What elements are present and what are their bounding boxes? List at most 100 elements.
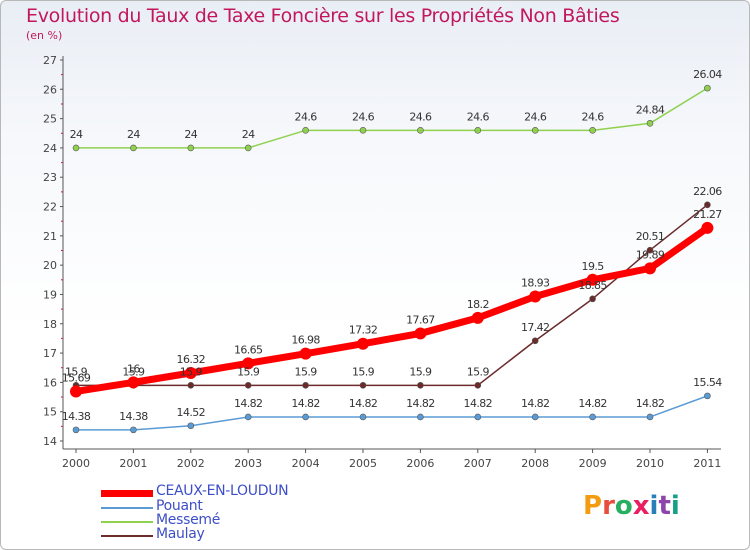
logo-letter: x bbox=[632, 491, 650, 521]
data-point bbox=[701, 221, 714, 234]
data-label: 16.65 bbox=[234, 343, 263, 356]
y-tick-label: 16 bbox=[43, 376, 57, 389]
data-label: 15.69 bbox=[62, 371, 91, 384]
y-tick-label: 23 bbox=[43, 171, 57, 184]
data-point bbox=[529, 290, 542, 303]
y-tick-label: 17 bbox=[43, 347, 57, 360]
data-point bbox=[417, 382, 424, 389]
data-point bbox=[302, 413, 309, 421]
data-point bbox=[70, 385, 82, 398]
y-tick-label: 24 bbox=[43, 142, 57, 155]
logo-letter: i bbox=[649, 491, 659, 521]
data-label: 24.6 bbox=[524, 110, 547, 123]
data-point bbox=[471, 311, 484, 324]
data-label: 17.42 bbox=[521, 321, 550, 334]
x-tick-label: 2000 bbox=[62, 457, 90, 470]
series-line bbox=[76, 204, 708, 387]
data-point bbox=[474, 382, 482, 389]
data-label: 14.82 bbox=[406, 397, 435, 410]
data-point bbox=[646, 246, 654, 254]
data-label: 14.52 bbox=[177, 406, 206, 419]
data-label: 21.27 bbox=[693, 208, 722, 221]
data-point bbox=[127, 376, 140, 389]
x-tick-label: 2004 bbox=[292, 457, 320, 470]
data-label: 16.32 bbox=[177, 353, 206, 366]
data-point bbox=[414, 327, 427, 340]
data-point bbox=[531, 337, 539, 345]
y-tick-label: 18 bbox=[43, 318, 57, 331]
data-point bbox=[72, 144, 80, 152]
series-line bbox=[75, 225, 710, 395]
y-tick-label: 21 bbox=[43, 230, 57, 243]
data-point bbox=[646, 120, 654, 127]
x-tick-label: 2002 bbox=[177, 457, 205, 470]
data-label: 15.9 bbox=[467, 365, 490, 378]
x-tick-label: 2003 bbox=[234, 457, 262, 470]
data-label: 15.9 bbox=[295, 365, 318, 378]
data-point bbox=[359, 413, 367, 421]
data-label: 14.82 bbox=[521, 397, 550, 410]
data-point bbox=[474, 413, 482, 421]
data-point bbox=[704, 84, 711, 92]
data-label: 24.6 bbox=[582, 110, 605, 123]
unit-label: (en %) bbox=[26, 29, 63, 42]
data-point bbox=[299, 347, 312, 360]
legend-label: CEAUX-EN-LOUDUN bbox=[156, 483, 289, 499]
data-label: 14.38 bbox=[119, 410, 148, 423]
data-point bbox=[586, 273, 599, 286]
data-label: 18.93 bbox=[521, 277, 550, 290]
data-label: 24.6 bbox=[409, 110, 432, 123]
data-label: 14.82 bbox=[464, 397, 493, 410]
legend-label: Maulay bbox=[156, 526, 205, 542]
data-label: 15.9 bbox=[409, 365, 432, 378]
legend-swatch bbox=[101, 521, 153, 523]
data-point bbox=[474, 127, 482, 134]
logo-letter: t bbox=[658, 491, 671, 521]
data-point bbox=[417, 413, 424, 421]
y-tick-label: 22 bbox=[43, 201, 57, 214]
series-line bbox=[76, 395, 708, 431]
data-label: 24.6 bbox=[295, 110, 318, 123]
data-point bbox=[417, 127, 424, 134]
data-point bbox=[244, 413, 252, 421]
data-point bbox=[531, 127, 539, 134]
data-label: 15.9 bbox=[65, 365, 88, 378]
data-label: 14.38 bbox=[62, 410, 91, 423]
logo-letter: i bbox=[670, 491, 680, 521]
data-label: 26.04 bbox=[693, 68, 722, 81]
data-label: 15.9 bbox=[352, 365, 375, 378]
y-tick-label: 25 bbox=[43, 113, 57, 126]
proxiti-logo: Proxiti bbox=[583, 491, 680, 521]
data-label: 17.67 bbox=[406, 313, 435, 326]
data-label: 19.89 bbox=[636, 248, 665, 261]
data-label: 18.85 bbox=[578, 279, 607, 292]
data-point bbox=[302, 382, 309, 389]
data-label: 24 bbox=[184, 128, 197, 141]
data-point bbox=[589, 127, 596, 134]
y-tick-label: 27 bbox=[43, 54, 57, 67]
data-point bbox=[359, 382, 367, 389]
data-label: 24.6 bbox=[467, 110, 490, 123]
data-point bbox=[187, 144, 195, 152]
data-point bbox=[184, 367, 197, 380]
data-label: 15.9 bbox=[237, 365, 260, 378]
data-point bbox=[644, 262, 656, 275]
data-point bbox=[357, 337, 369, 350]
data-point bbox=[589, 295, 596, 303]
x-tick-label: 2011 bbox=[693, 457, 721, 470]
data-point bbox=[130, 144, 137, 152]
data-label: 14.82 bbox=[636, 397, 665, 410]
x-tick-label: 2001 bbox=[119, 457, 147, 470]
data-label: 24.6 bbox=[352, 110, 375, 123]
y-tick-label: 20 bbox=[43, 259, 57, 272]
data-point bbox=[242, 357, 255, 370]
y-tick-label: 26 bbox=[43, 83, 57, 96]
data-point bbox=[531, 413, 539, 421]
data-label: 14.82 bbox=[578, 397, 607, 410]
data-label: 24.84 bbox=[636, 103, 665, 116]
data-label: 24 bbox=[127, 128, 140, 141]
data-point bbox=[130, 426, 137, 434]
data-label: 15.9 bbox=[122, 365, 145, 378]
